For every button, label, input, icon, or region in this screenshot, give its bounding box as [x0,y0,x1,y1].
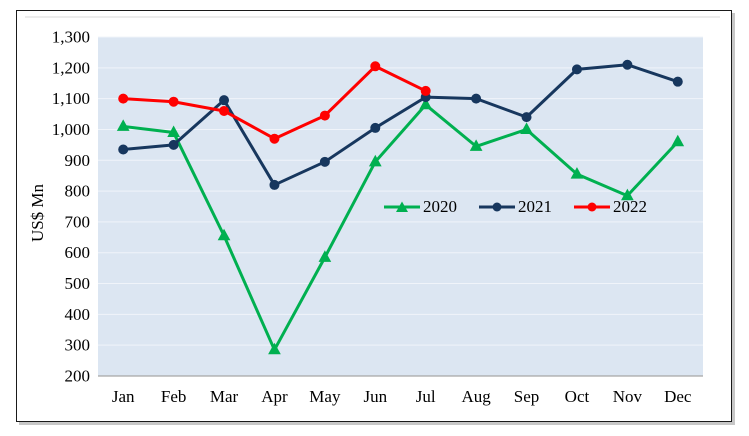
legend-marker [492,202,502,211]
data-point-marker [269,179,280,190]
y-tick-label: 1,300 [52,28,90,47]
x-tick-label: Sep [514,387,540,406]
y-tick-label: 600 [65,243,91,262]
data-point-marker [319,156,330,167]
y-tick-label: 700 [65,212,91,231]
x-tick-label: Feb [161,387,187,406]
data-point-marker [570,167,584,179]
data-point-marker [671,134,685,147]
data-point-marker [167,125,180,138]
y-tick-label: 500 [65,274,91,293]
legend-marker [587,202,597,211]
data-point-marker [269,133,280,144]
x-tick-label: Jul [416,387,436,406]
data-point-marker [168,139,179,150]
data-point-marker [419,97,433,110]
y-tick-label: 800 [65,182,91,201]
x-tick-label: Jun [363,387,387,406]
x-tick-label: May [309,387,341,406]
legend-swatch-2021-circle-icon [479,202,515,211]
data-point-marker [268,342,281,355]
legend-item-2021: 2021 [478,198,552,215]
data-point-marker [621,188,634,201]
data-point-marker [368,154,382,167]
data-point-marker [469,139,483,151]
legend-swatch-2022-circle-icon [574,202,610,211]
x-tick-label: Jan [112,387,135,406]
data-point-marker [219,105,230,116]
y-tick-label: 400 [65,305,91,324]
legend-marker [396,201,408,212]
y-axis-labels: 200 300 400 500 600 700 800 900 1,000 1,100 1,200 1… [52,28,90,386]
data-point-marker [116,119,130,131]
legend-item-2022: 2022 [573,198,647,215]
x-tick-label: Mar [210,387,239,406]
data-point-marker [217,228,231,241]
x-tick-label: Oct [565,387,590,406]
series-2021 [118,59,683,190]
y-tick-label: 300 [65,336,91,355]
y-tick-label: 1,200 [52,58,90,77]
legend-swatch-2020-triangle-icon [384,201,420,212]
x-tick-label: Dec [664,387,692,406]
data-point-marker [370,122,381,133]
legend: 2020 2021 2022 [383,198,647,215]
chart-frame: 200 300 400 500 600 700 800 900 1,000 1,100 1,200 1… [16,10,732,422]
data-point-marker [672,76,683,87]
legend-label-2020: 2020 [423,197,457,216]
data-point-marker [571,64,582,75]
x-tick-label: Aug [461,387,491,406]
data-point-marker [219,95,230,106]
y-axis-title: US$ Mn [28,183,47,242]
y-tick-label: 900 [65,151,91,170]
x-axis-labels: Jan Feb Mar Apr May Jun Jul Aug Sep Oct Nov Dec [112,387,692,406]
y-tick-label: 200 [65,367,91,386]
data-point-marker [520,122,533,134]
data-point-marker [118,144,129,155]
series-2020-line [121,103,680,352]
data-point-marker [319,110,330,121]
y-tick-label: 1,100 [52,89,90,108]
y-tick-label: 1,000 [52,120,90,139]
data-point-marker [118,93,129,104]
legend-label-2021: 2021 [518,197,552,216]
data-point-marker [168,96,179,107]
series-2021-line [121,63,680,187]
x-tick-label: Apr [261,387,288,406]
legend-label-2022: 2022 [613,197,647,216]
series-2020 [116,97,685,355]
data-point-marker [370,61,381,72]
data-point-marker [521,112,532,123]
data-point-marker [318,250,332,262]
series-2022 [118,61,431,144]
data-point-marker [471,93,482,104]
legend-item-2020: 2020 [383,198,457,215]
x-tick-label: Nov [613,387,643,406]
data-point-marker [622,59,633,70]
data-point-marker [420,85,431,96]
